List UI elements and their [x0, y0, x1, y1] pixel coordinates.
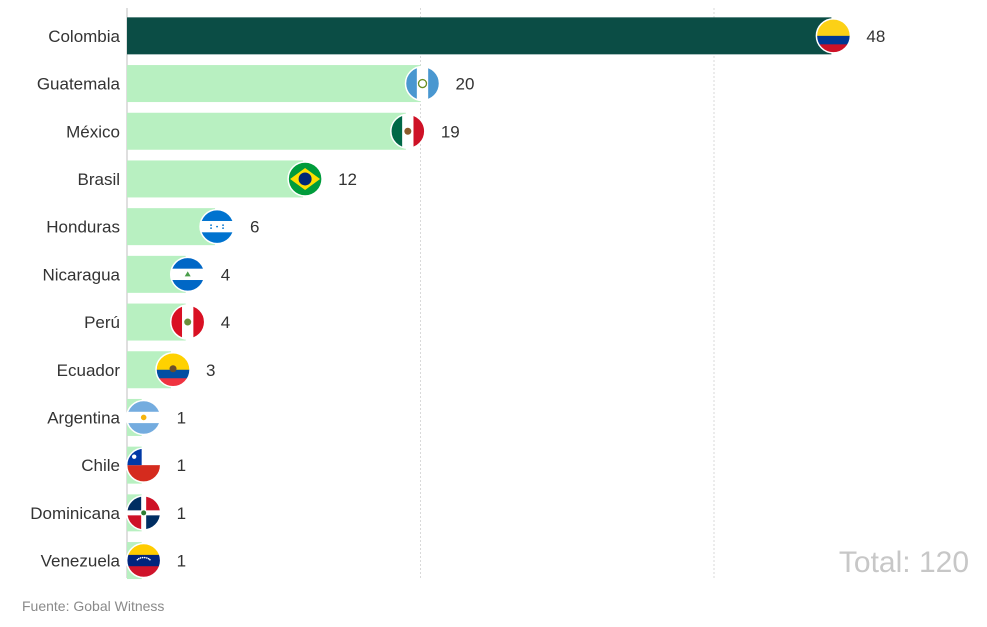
- value-label: 20: [456, 75, 475, 94]
- bar-1: [127, 17, 832, 55]
- category-label: México: [66, 122, 120, 141]
- category-label: Honduras: [46, 218, 120, 237]
- total-label: Total: 120: [838, 546, 969, 579]
- value-label: 12: [338, 170, 357, 189]
- value-label: 1: [177, 456, 186, 475]
- nicaragua-flag-icon: [169, 256, 206, 293]
- value-label: 4: [221, 265, 230, 284]
- guatemala-flag-icon: [404, 65, 441, 102]
- category-label: Argentina: [47, 408, 120, 427]
- dominican-republic-flag-icon: [125, 495, 162, 531]
- category-label: Venezuela: [41, 552, 121, 571]
- bar-4: [127, 160, 304, 198]
- value-label: 1: [177, 504, 186, 523]
- colombia-flag-icon: [815, 18, 852, 54]
- bar-3: [127, 112, 406, 150]
- value-label: 3: [206, 361, 215, 380]
- brazil-flag-icon: [287, 161, 323, 197]
- value-label: 19: [441, 122, 460, 141]
- peru-flag-icon: [169, 304, 206, 340]
- value-label: 6: [250, 218, 259, 237]
- argentina-flag-icon: [125, 399, 162, 436]
- category-label: Perú: [84, 313, 120, 332]
- venezuela-flag-icon: [125, 542, 162, 579]
- honduras-flag-icon: [199, 208, 235, 245]
- bar-2: [127, 65, 421, 103]
- source-note: Fuente: Gobal Witness: [22, 598, 165, 614]
- category-label: Brasil: [77, 170, 120, 189]
- value-label: 1: [177, 552, 186, 571]
- value-label: 48: [866, 27, 885, 46]
- value-label: 4: [221, 313, 230, 332]
- category-label: Colombia: [48, 27, 120, 46]
- category-label: Guatemala: [37, 75, 121, 94]
- ecuador-flag-icon: [155, 352, 191, 388]
- value-label: 1: [177, 408, 186, 427]
- mexico-flag-icon: [390, 113, 426, 149]
- category-label: Nicaragua: [43, 265, 121, 284]
- category-label: Ecuador: [57, 361, 121, 380]
- category-label: Dominicana: [30, 504, 120, 523]
- category-label: Chile: [81, 456, 120, 475]
- chile-flag-icon: [125, 447, 162, 483]
